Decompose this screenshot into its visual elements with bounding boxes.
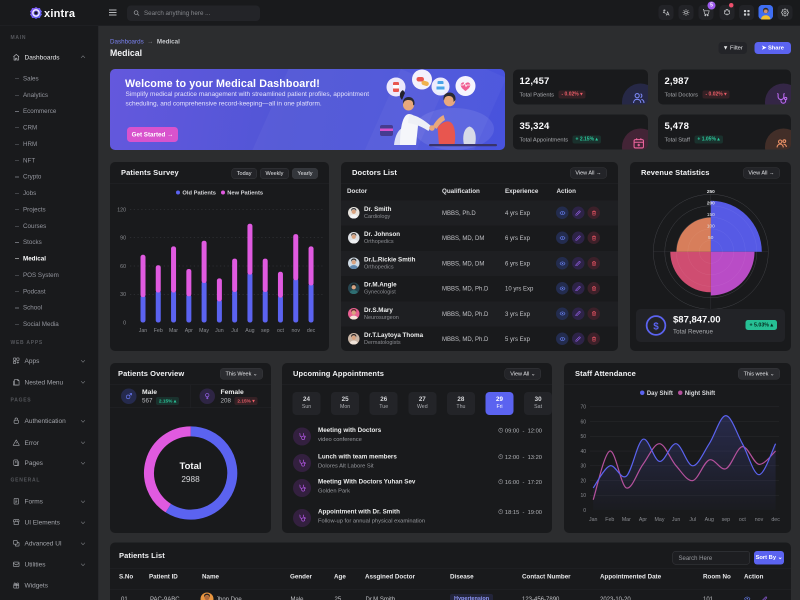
svg-text:0: 0	[123, 320, 126, 326]
svg-text:120: 120	[117, 207, 126, 213]
svg-text:Feb: Feb	[605, 517, 614, 523]
svg-text:sep: sep	[261, 328, 270, 334]
svg-text:250: 250	[707, 189, 715, 195]
svg-text:Mar: Mar	[622, 517, 631, 523]
svg-text:$: $	[653, 321, 659, 332]
svg-text:Jul: Jul	[231, 328, 238, 334]
svg-text:150: 150	[707, 212, 715, 218]
svg-text:40: 40	[580, 449, 586, 455]
svg-text:Apr: Apr	[185, 328, 193, 334]
svg-text:Apr: Apr	[639, 517, 647, 523]
svg-text:dec: dec	[771, 517, 780, 523]
svg-text:nov: nov	[292, 328, 301, 334]
svg-text:70: 70	[580, 405, 586, 411]
svg-text:Mar: Mar	[169, 328, 178, 334]
svg-text:20: 20	[580, 478, 586, 484]
svg-text:dec: dec	[307, 328, 316, 334]
svg-text:200: 200	[707, 200, 715, 206]
svg-text:May: May	[655, 517, 665, 523]
svg-text:Jan: Jan	[139, 328, 148, 334]
svg-text:90: 90	[120, 236, 126, 242]
svg-text:0: 0	[583, 508, 586, 514]
svg-text:nov: nov	[755, 517, 764, 523]
svg-text:30: 30	[120, 292, 126, 298]
svg-text:60: 60	[580, 419, 586, 425]
svg-text:May: May	[199, 328, 209, 334]
svg-text:Jun: Jun	[215, 328, 224, 334]
svg-text:50: 50	[580, 434, 586, 440]
svg-text:Jan: Jan	[589, 517, 598, 523]
svg-text:Aug: Aug	[245, 328, 254, 334]
svg-text:Jul: Jul	[689, 517, 696, 523]
svg-text:oct: oct	[277, 328, 285, 334]
svg-text:oct: oct	[739, 517, 747, 523]
svg-text:Feb: Feb	[154, 328, 163, 334]
svg-text:10: 10	[580, 493, 586, 499]
svg-text:sep: sep	[722, 517, 731, 523]
svg-text:50: 50	[708, 235, 714, 241]
svg-text:30: 30	[580, 464, 586, 470]
svg-text:100: 100	[707, 223, 715, 229]
svg-text:Aug: Aug	[705, 517, 714, 523]
svg-text:60: 60	[120, 264, 126, 270]
svg-text:Jun: Jun	[672, 517, 681, 523]
